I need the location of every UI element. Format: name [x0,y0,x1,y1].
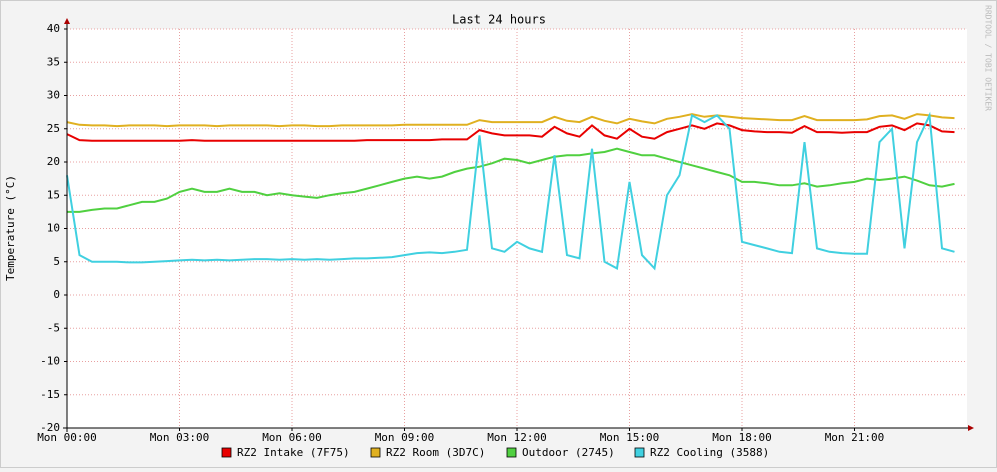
x-tick-label: Mon 09:00 [375,431,435,444]
y-tick-label: 20 [47,155,60,168]
legend-swatch [506,447,517,458]
y-tick-label: 0 [53,288,60,301]
y-tick-label: -10 [40,355,60,368]
legend-swatch [634,447,645,458]
x-tick-label: Mon 06:00 [262,431,322,444]
x-tick-label: Mon 15:00 [600,431,660,444]
y-axis-label: Temperature (°C) [4,175,17,281]
series-line [67,147,955,213]
axis-arrow [968,425,974,431]
chart-title: Last 24 hours [452,13,546,27]
legend-swatch [370,447,381,458]
legend-label: RZ2 Cooling (3588) [650,446,769,459]
series-line [66,113,955,128]
series-line [66,122,955,142]
y-tick-label: 40 [47,22,60,35]
y-tick-label: 35 [47,55,60,68]
axis-arrow [64,18,70,24]
y-tick-label: -5 [47,321,60,334]
legend-label: RZ2 Room (3D7C) [386,446,485,459]
series-line [66,111,955,271]
y-tick-label: 15 [47,188,60,201]
y-tick-label: -15 [40,388,60,401]
x-tick-label: Mon 00:00 [37,431,97,444]
y-tick-label: -20 [40,421,60,434]
x-tick-label: Mon 18:00 [712,431,772,444]
y-tick-label: 25 [47,122,60,135]
legend: RZ2 Intake (7F75) RZ2 Room (3D7C) Outdoor … [221,446,769,459]
x-tick-label: Mon 03:00 [150,431,210,444]
watermark: RRDTOOL / TOBI OETIKER [984,5,993,111]
y-tick-label: 10 [47,222,60,235]
lines [66,111,955,271]
y-tick-label: 5 [53,255,60,268]
x-tick-label: Mon 12:00 [487,431,547,444]
legend-swatch [221,447,232,458]
legend-label: RZ2 Intake (7F75) [237,446,350,459]
y-tick-label: 30 [47,89,60,102]
legend-label: Outdoor (2745) [522,446,615,459]
x-tick-label: Mon 21:00 [825,431,885,444]
